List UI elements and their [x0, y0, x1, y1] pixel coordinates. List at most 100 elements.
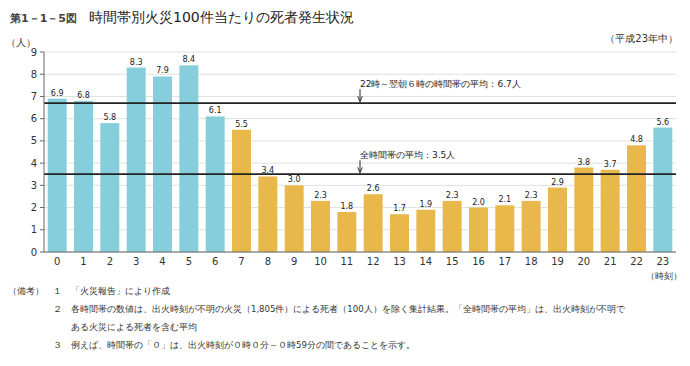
data-label: 1.7 [393, 204, 406, 213]
x-tick-label: 16 [472, 256, 485, 267]
bar [522, 201, 541, 252]
y-tick [40, 118, 44, 119]
data-label: 2.1 [498, 195, 511, 204]
data-label: 2.6 [367, 184, 380, 193]
bars [48, 65, 673, 252]
annotation-arrow [360, 89, 361, 102]
y-tick-label: 8 [31, 69, 37, 80]
data-label: 1.8 [340, 202, 353, 211]
x-ticks: 01234567891011121314151617181920212223 [54, 256, 669, 267]
annotation-arrow [360, 160, 361, 173]
y-tick [40, 185, 44, 186]
data-label: 8.3 [130, 58, 143, 67]
grid [44, 52, 676, 252]
bar [206, 116, 225, 252]
data-label: 6.8 [77, 91, 90, 100]
average-line [44, 173, 676, 175]
chart: 第1－1－5図時間帯別火災100件当たりの死者発生状況（平成23年中）（人）01… [0, 0, 690, 366]
x-tick-label: 3 [133, 256, 139, 267]
bar [653, 128, 672, 252]
bar [232, 130, 251, 252]
y-axis-line [44, 52, 45, 252]
data-label: 3.8 [577, 158, 590, 167]
y-tick [40, 163, 44, 164]
x-tick-label: 21 [604, 256, 617, 267]
x-tick-label: 19 [551, 256, 564, 267]
bar [258, 176, 277, 252]
x-tick-label: 2 [107, 256, 113, 267]
data-label: 2.0 [472, 198, 485, 207]
x-axis-line [44, 252, 676, 253]
data-label: 6.1 [209, 106, 222, 115]
data-label: 3.0 [288, 175, 301, 184]
x-tick-label: 17 [498, 256, 511, 267]
x-tick-label: 5 [186, 256, 192, 267]
bar [179, 65, 198, 252]
data-label: 6.9 [51, 89, 64, 98]
x-axis-label: （時刻） [646, 271, 682, 281]
y-tick [40, 140, 44, 141]
x-tick-label: 14 [419, 256, 432, 267]
x-tick-label: 11 [340, 256, 353, 267]
x-tick-label: 9 [291, 256, 297, 267]
bar [548, 188, 567, 252]
bar [311, 201, 330, 252]
bar [285, 185, 304, 252]
annotation-label: 22時～翌朝６時の時間帯の平均：6.7人 [360, 79, 521, 89]
note: （備考） １ 「火災報告」により作成 [8, 286, 170, 296]
y-tick-label: 0 [31, 247, 37, 258]
bar [48, 99, 67, 252]
data-label: 2.9 [551, 178, 564, 187]
y-ticks: 0123456789 [31, 47, 44, 258]
y-tick [40, 229, 44, 230]
bar [364, 194, 383, 252]
data-labels: 6.96.85.88.37.98.46.15.53.43.02.31.82.61… [51, 55, 669, 213]
bar [416, 210, 435, 252]
y-tick [40, 96, 44, 97]
x-tick-label: 8 [265, 256, 271, 267]
y-tick [40, 52, 44, 53]
bar [100, 123, 119, 252]
note: ２ 各時間帯の数値は、出火時刻が不明の火災（1,805件）による死者（100人）… [8, 304, 626, 314]
bar [127, 68, 146, 252]
y-tick-label: 6 [31, 113, 37, 124]
annotation-label: 全時間帯の平均：3.5人 [360, 150, 455, 160]
x-tick-label: 18 [525, 256, 538, 267]
y-tick-label: 5 [31, 135, 37, 146]
axes [44, 52, 676, 252]
data-label: 8.4 [182, 55, 195, 64]
data-label: 2.3 [525, 191, 538, 200]
y-tick-label: 1 [31, 224, 37, 235]
y-tick [40, 207, 44, 208]
x-tick-label: 22 [630, 256, 643, 267]
x-tick-label: 4 [159, 256, 165, 267]
bar [574, 168, 593, 252]
grid-line [44, 252, 676, 253]
bar [601, 170, 620, 252]
x-tick-label: 6 [212, 256, 218, 267]
grid-line [44, 52, 676, 53]
bar [627, 145, 646, 252]
data-label: 7.9 [156, 66, 169, 75]
x-tick-label: 12 [367, 256, 380, 267]
x-tick-label: 23 [656, 256, 669, 267]
note: ３ 例えば、時間帯の「０」は、出火時刻が０時０分～０時59分の間であることを示す… [8, 340, 415, 350]
y-tick-label: 9 [31, 47, 37, 58]
note: ある火災による死者を含む平均 [8, 322, 197, 332]
x-tick-label: 1 [80, 256, 86, 267]
y-tick [40, 252, 44, 253]
data-label: 4.8 [630, 135, 643, 144]
x-tick-label: 13 [393, 256, 406, 267]
y-tick-label: 4 [31, 158, 37, 169]
x-tick-label: 10 [314, 256, 327, 267]
title: 時間帯別火災100件当たりの死者発生状況 [89, 9, 354, 25]
title-label: 第1－1－5図 [9, 12, 77, 25]
data-label: 2.3 [446, 191, 459, 200]
notes: （備考） １ 「火災報告」により作成 ２ 各時間帯の数値は、出火時刻が不明の火災… [8, 286, 626, 350]
y-tick [40, 74, 44, 75]
x-tick-label: 15 [446, 256, 459, 267]
data-label: 5.8 [103, 113, 116, 122]
y-tick-label: 7 [31, 91, 37, 102]
bar [337, 212, 356, 252]
data-label: 5.6 [656, 118, 669, 127]
